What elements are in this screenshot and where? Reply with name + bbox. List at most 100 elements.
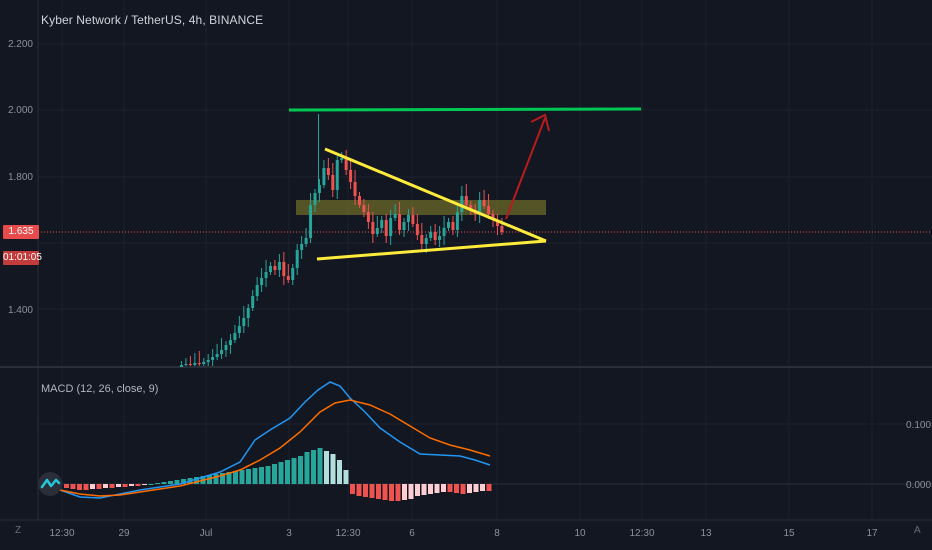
price-label: 2.000 bbox=[8, 105, 33, 116]
macd-axis-label: 0.100 bbox=[906, 420, 931, 431]
candle-body bbox=[295, 250, 299, 268]
candle-body bbox=[277, 262, 281, 270]
histogram-bar bbox=[395, 484, 401, 501]
candle-body bbox=[500, 226, 504, 232]
candle-body bbox=[202, 362, 206, 364]
time-label: 12:30 bbox=[629, 528, 654, 539]
histogram-bar bbox=[311, 450, 316, 484]
breakout-arrow[interactable] bbox=[505, 113, 550, 220]
histogram-bar bbox=[148, 484, 154, 485]
candle-body bbox=[433, 232, 437, 240]
histogram-bar bbox=[265, 466, 271, 484]
candle-body bbox=[349, 170, 353, 182]
histogram-bar bbox=[207, 475, 212, 484]
candle-body bbox=[420, 235, 424, 244]
histogram-bar bbox=[83, 484, 89, 490]
histogram-bar bbox=[239, 470, 245, 484]
histogram-bar bbox=[402, 484, 407, 500]
resistance-line-drawing[interactable] bbox=[288, 107, 642, 112]
macd-axis-label: 0.000 bbox=[906, 480, 931, 491]
candle-body bbox=[322, 168, 326, 185]
candle-body bbox=[469, 205, 473, 210]
histogram-bar bbox=[135, 484, 141, 486]
grid bbox=[38, 0, 932, 520]
price-label: 1.400 bbox=[8, 305, 33, 316]
candle-body bbox=[215, 354, 219, 357]
candle-body bbox=[197, 363, 201, 364]
histogram-bar bbox=[486, 484, 492, 491]
candle-body bbox=[398, 214, 402, 230]
histogram-bar bbox=[350, 484, 355, 494]
candle-body bbox=[255, 285, 259, 296]
histogram-bar bbox=[369, 484, 375, 498]
candle-body bbox=[447, 222, 450, 228]
candle-body bbox=[460, 196, 464, 212]
timezone-toggle[interactable]: Z bbox=[15, 525, 22, 536]
tradingview-logo-icon bbox=[38, 472, 62, 496]
candle-body bbox=[389, 218, 393, 236]
time-label: 10 bbox=[574, 528, 586, 539]
histogram-bar bbox=[408, 484, 414, 499]
histogram-bar bbox=[363, 484, 368, 497]
histogram-bar bbox=[324, 451, 329, 484]
candle-body bbox=[251, 296, 255, 308]
candle-body bbox=[455, 212, 459, 230]
candle-body bbox=[393, 214, 397, 218]
histogram-bar bbox=[343, 470, 349, 484]
histogram-bar bbox=[168, 481, 173, 484]
time-label: Jul bbox=[200, 528, 213, 539]
candle-body bbox=[273, 266, 277, 270]
candle-body bbox=[246, 308, 250, 318]
triangle-lower-line[interactable] bbox=[316, 239, 547, 261]
time-label: 29 bbox=[118, 528, 130, 539]
histogram-bar bbox=[233, 471, 238, 484]
histogram-bar bbox=[70, 484, 76, 489]
histogram-bar bbox=[155, 483, 160, 484]
time-label: 3 bbox=[286, 528, 292, 539]
auto-scale-toggle[interactable]: A bbox=[914, 525, 921, 536]
histogram-bar bbox=[174, 480, 180, 484]
histogram-bar bbox=[330, 454, 336, 484]
histogram-bar bbox=[291, 458, 297, 484]
candle-body bbox=[286, 276, 290, 280]
price-label: 1.800 bbox=[8, 172, 33, 183]
candle-body bbox=[478, 200, 482, 214]
histogram-bar bbox=[64, 484, 69, 488]
time-label: 12:30 bbox=[49, 528, 74, 539]
candle-body bbox=[242, 318, 246, 326]
histogram-bar bbox=[441, 484, 446, 492]
candle-body bbox=[384, 220, 388, 236]
histogram-bar bbox=[272, 464, 277, 484]
histogram-bar bbox=[298, 456, 303, 484]
candle-body bbox=[344, 158, 348, 170]
symbol-title[interactable]: Kyber Network / TetherUS, 4h, BINANCE bbox=[41, 13, 264, 27]
histogram-bar bbox=[90, 484, 95, 489]
histogram-bar bbox=[480, 484, 485, 491]
histogram-bar bbox=[259, 467, 264, 484]
candle-body bbox=[482, 200, 486, 206]
candle-body bbox=[206, 360, 210, 362]
histogram-bar bbox=[96, 484, 102, 489]
time-axis[interactable]: 12:30 29 Jul 3 12:30 6 8 10 12:30 13 15 17 bbox=[49, 528, 878, 539]
macd-indicator-title[interactable]: MACD (12, 26, close, 9) bbox=[41, 383, 159, 395]
histogram-bar bbox=[142, 484, 147, 485]
histogram-bar bbox=[415, 484, 420, 496]
bar-countdown-badge: 01:01:05 bbox=[3, 251, 42, 265]
signal-line bbox=[39, 399, 491, 497]
histogram-bar bbox=[161, 482, 167, 484]
candle-body bbox=[429, 232, 433, 238]
time-label: 6 bbox=[409, 528, 415, 539]
candle-body bbox=[487, 206, 491, 214]
histogram-bar bbox=[473, 484, 479, 492]
candle-body bbox=[180, 365, 183, 367]
triangle-upper-line[interactable] bbox=[324, 147, 547, 243]
histogram-bar bbox=[460, 484, 466, 494]
candle-body bbox=[366, 212, 370, 222]
candle-body bbox=[282, 262, 286, 276]
candle-body bbox=[309, 205, 313, 238]
histogram-bar bbox=[337, 460, 342, 484]
histogram-bar bbox=[109, 484, 115, 488]
histogram-bar bbox=[434, 484, 440, 493]
candle-body bbox=[442, 228, 446, 236]
